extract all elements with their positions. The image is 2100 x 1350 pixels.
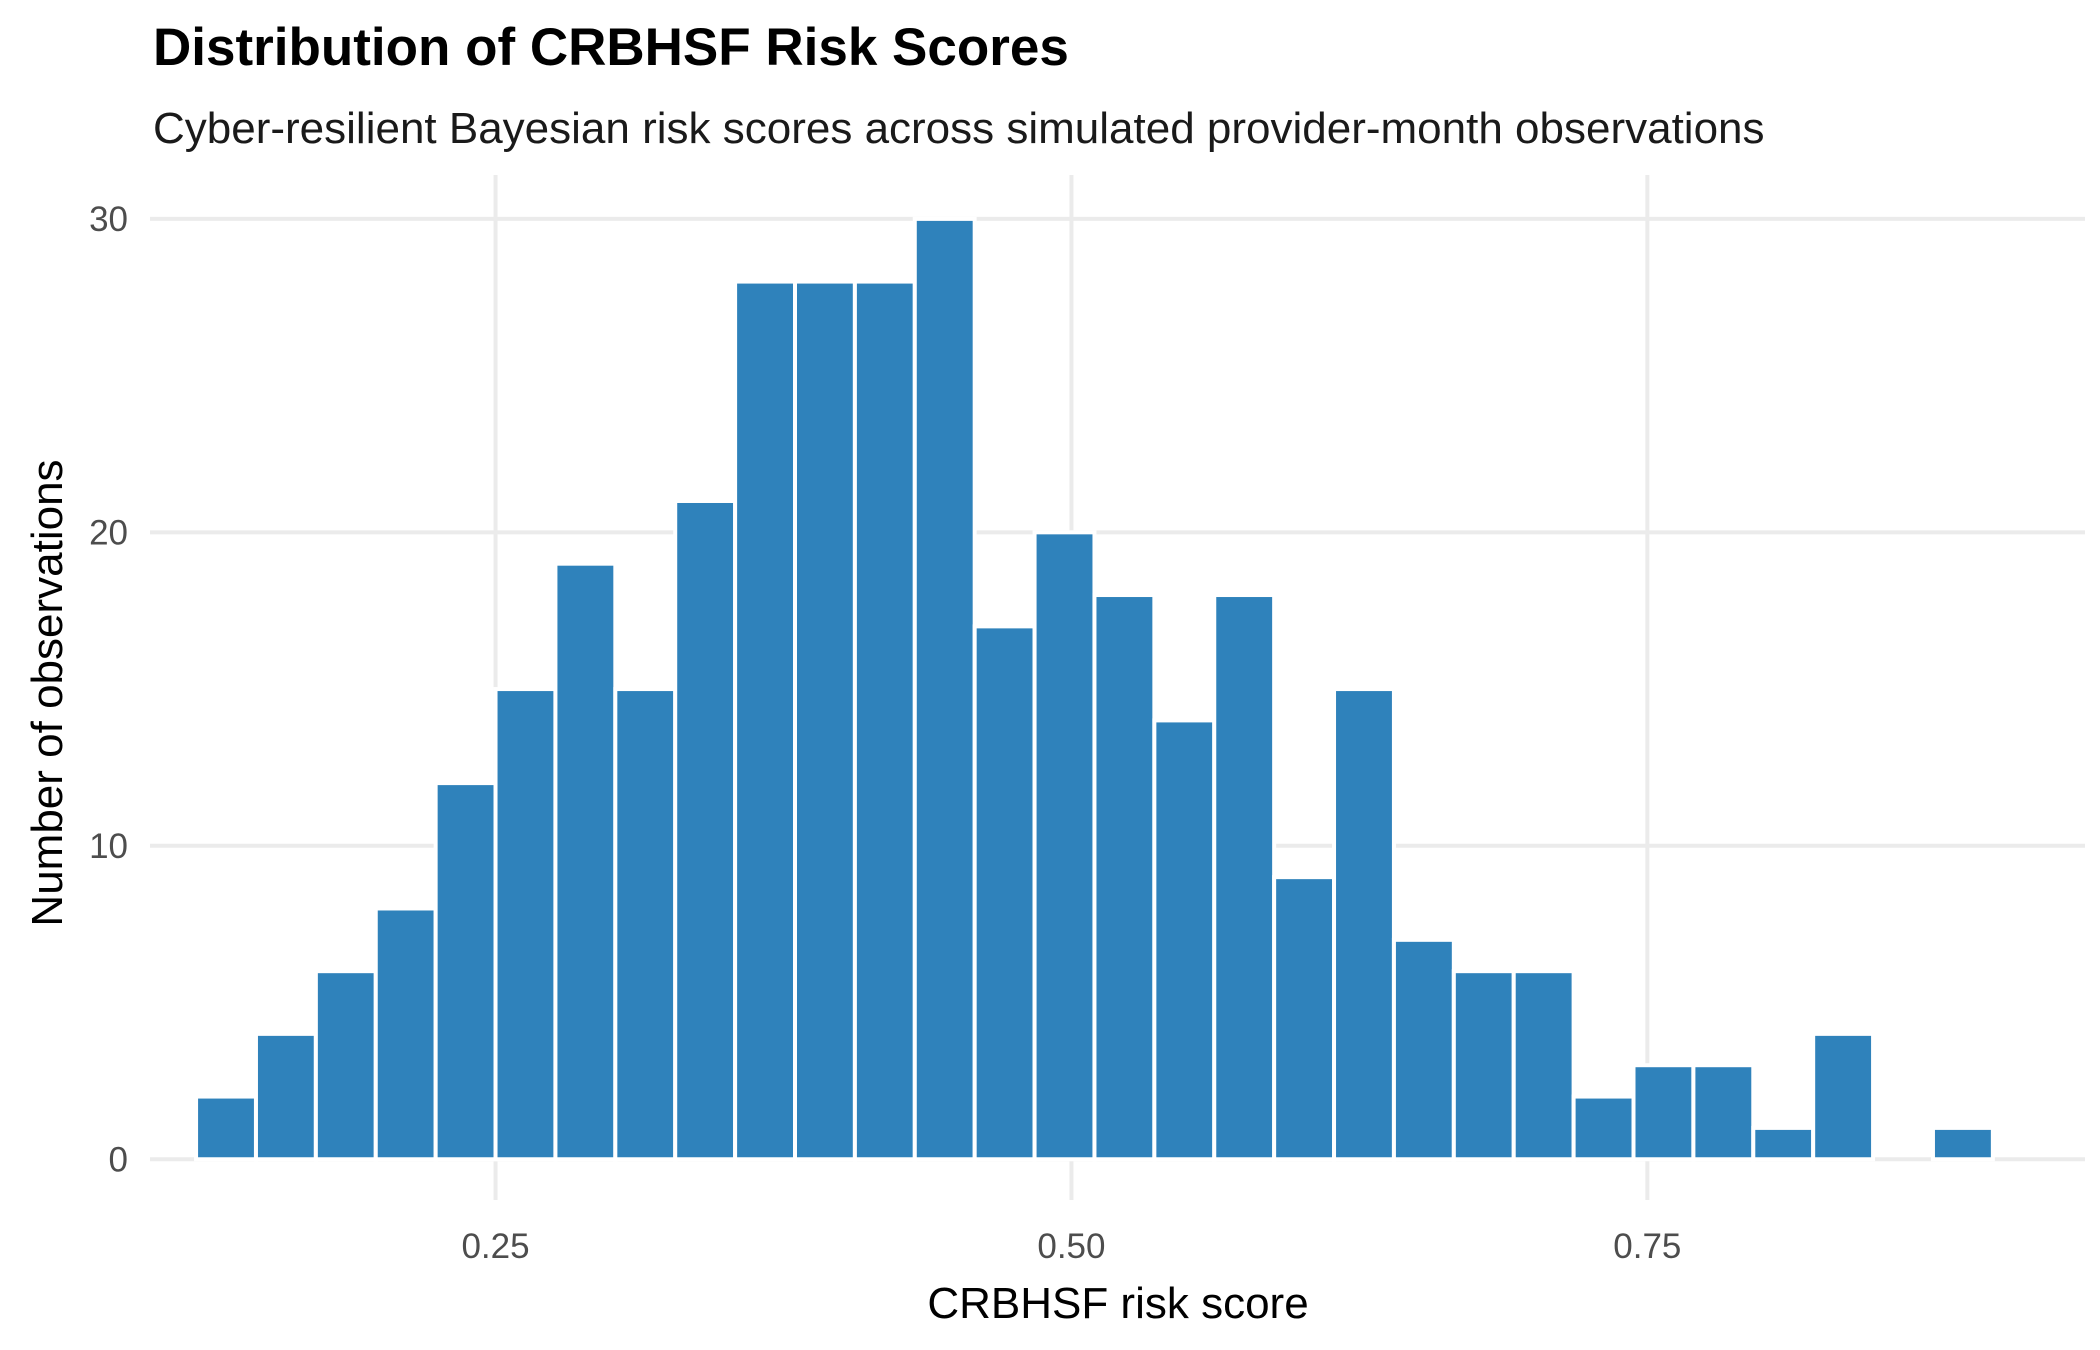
histogram-bar xyxy=(1631,1063,1696,1162)
histogram-bar xyxy=(972,624,1037,1162)
histogram-bar xyxy=(313,969,378,1162)
y-tick-label: 0 xyxy=(109,1140,128,1179)
x-tick-label: 0.75 xyxy=(1613,1227,1681,1266)
histogram-bar xyxy=(1032,530,1097,1162)
y-tick-label: 10 xyxy=(89,827,128,866)
histogram-bar xyxy=(1691,1063,1756,1162)
histogram-bar xyxy=(1391,937,1456,1162)
histogram-bar xyxy=(1152,718,1217,1162)
plot-panel xyxy=(150,175,2085,1200)
y-tick-label: 20 xyxy=(89,513,128,552)
histogram-bar xyxy=(1930,1125,1995,1162)
histogram-bar xyxy=(373,906,438,1162)
y-tick-label: 30 xyxy=(89,200,128,239)
x-tick-label: 0.25 xyxy=(461,1227,529,1266)
histogram-bar xyxy=(194,1094,258,1162)
histogram-bar xyxy=(1451,969,1516,1162)
histogram-bar xyxy=(493,687,558,1162)
histogram-bar xyxy=(912,216,977,1162)
y-axis-ticks: 0 10 20 30 xyxy=(89,200,128,1179)
histogram-bar xyxy=(1272,875,1337,1162)
histogram-bar xyxy=(852,279,917,1162)
y-axis-title: Number of observations xyxy=(23,459,72,926)
chart-subtitle: Cyber-resilient Bayesian risk scores acr… xyxy=(153,104,1765,153)
histogram-bar xyxy=(1332,687,1396,1162)
x-axis-title: CRBHSF risk score xyxy=(927,1279,1308,1328)
histogram-bar xyxy=(1212,593,1277,1162)
histogram-bar xyxy=(253,1031,318,1162)
histogram-bar xyxy=(1571,1094,1636,1162)
x-axis-ticks: 0.25 0.50 0.75 xyxy=(461,1227,1681,1266)
x-tick-label: 0.50 xyxy=(1037,1227,1105,1266)
histogram-bar xyxy=(613,687,678,1162)
histogram-bar xyxy=(733,279,797,1162)
histogram-bar xyxy=(1511,969,1576,1162)
histogram-bar xyxy=(1751,1125,1816,1162)
histogram-bar xyxy=(1092,593,1157,1162)
chart-title: Distribution of CRBHSF Risk Scores xyxy=(153,18,1069,77)
histogram-bars xyxy=(194,216,1995,1162)
histogram-bar xyxy=(1811,1031,1876,1162)
histogram-bar xyxy=(673,498,738,1162)
histogram-bar xyxy=(553,561,618,1162)
histogram-bar xyxy=(793,279,857,1162)
histogram-bar xyxy=(433,781,498,1162)
